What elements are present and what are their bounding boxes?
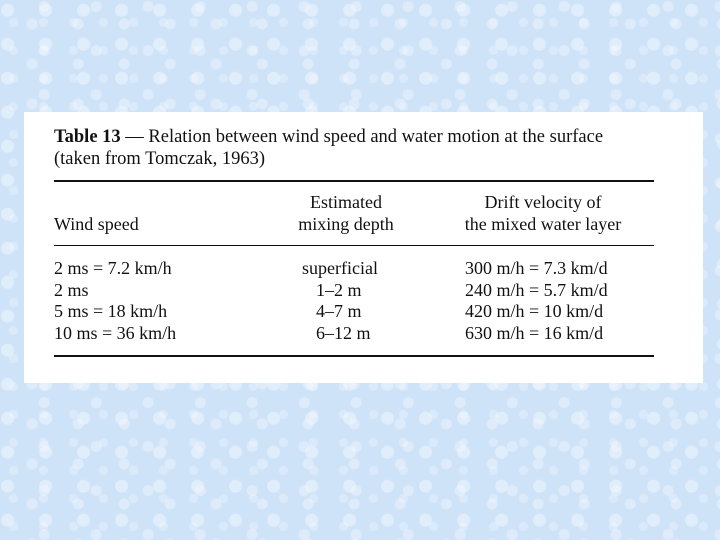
column-drift-velocity: 300 m/h = 7.3 km/d 240 m/h = 5.7 km/d 42… [465,258,608,344]
table-cell: 6–12 m [316,322,371,343]
header-drift-velocity-line1: Drift velocity of [484,192,602,212]
table-panel: Table 13 — Relation between wind speed a… [24,112,703,383]
table-cell: 10 ms = 36 km/h [54,322,177,343]
table-cell: 240 m/h = 5.7 km/d [465,279,608,300]
header-drift-velocity: Drift velocity of the mixed water layer [452,191,634,235]
header-drift-velocity-line2: the mixed water layer [464,214,622,234]
header-mixing-depth-line2: mixing depth [298,214,394,234]
table-cell: superficial [302,258,378,278]
table-cell: 300 m/h = 7.3 km/d [465,258,608,278]
table-cell: 5 ms = 18 km/h [54,301,168,321]
column-wind-speed: 2 ms = 7.2 km/h 2 ms 5 ms = 18 km/h 10 m… [54,258,176,344]
table-cell: 420 m/h = 10 km/d [465,301,604,321]
table-cell: 2 ms = 7.2 km/h [54,258,172,278]
caption-title: — Relation between wind speed and water … [120,127,604,147]
table-caption: Table 13 — Relation between wind speed a… [54,126,603,170]
caption-line-1: Table 13 — Relation between wind speed a… [54,126,603,148]
table-cell: 2 ms [54,279,89,300]
column-mixing-depth: superficial 1–2 m 4–7 m 6–12 m [302,258,378,344]
header-mixing-depth: Estimated mixing depth [286,191,406,235]
caption-label: Table 13 [54,127,121,147]
table-cell: 1–2 m [316,279,362,300]
caption-source: (taken from Tomczak, 1963) [54,149,266,169]
header-mixing-depth-line1: Estimated [310,192,382,212]
top-rule [54,180,654,182]
header-rule [54,245,654,246]
table-cell: 4–7 m [316,301,362,321]
header-wind-speed-label: Wind speed [54,214,139,234]
bottom-rule [54,355,654,357]
header-wind-speed: Wind speed [54,213,139,235]
table-cell: 630 m/h = 16 km/d [465,322,604,343]
